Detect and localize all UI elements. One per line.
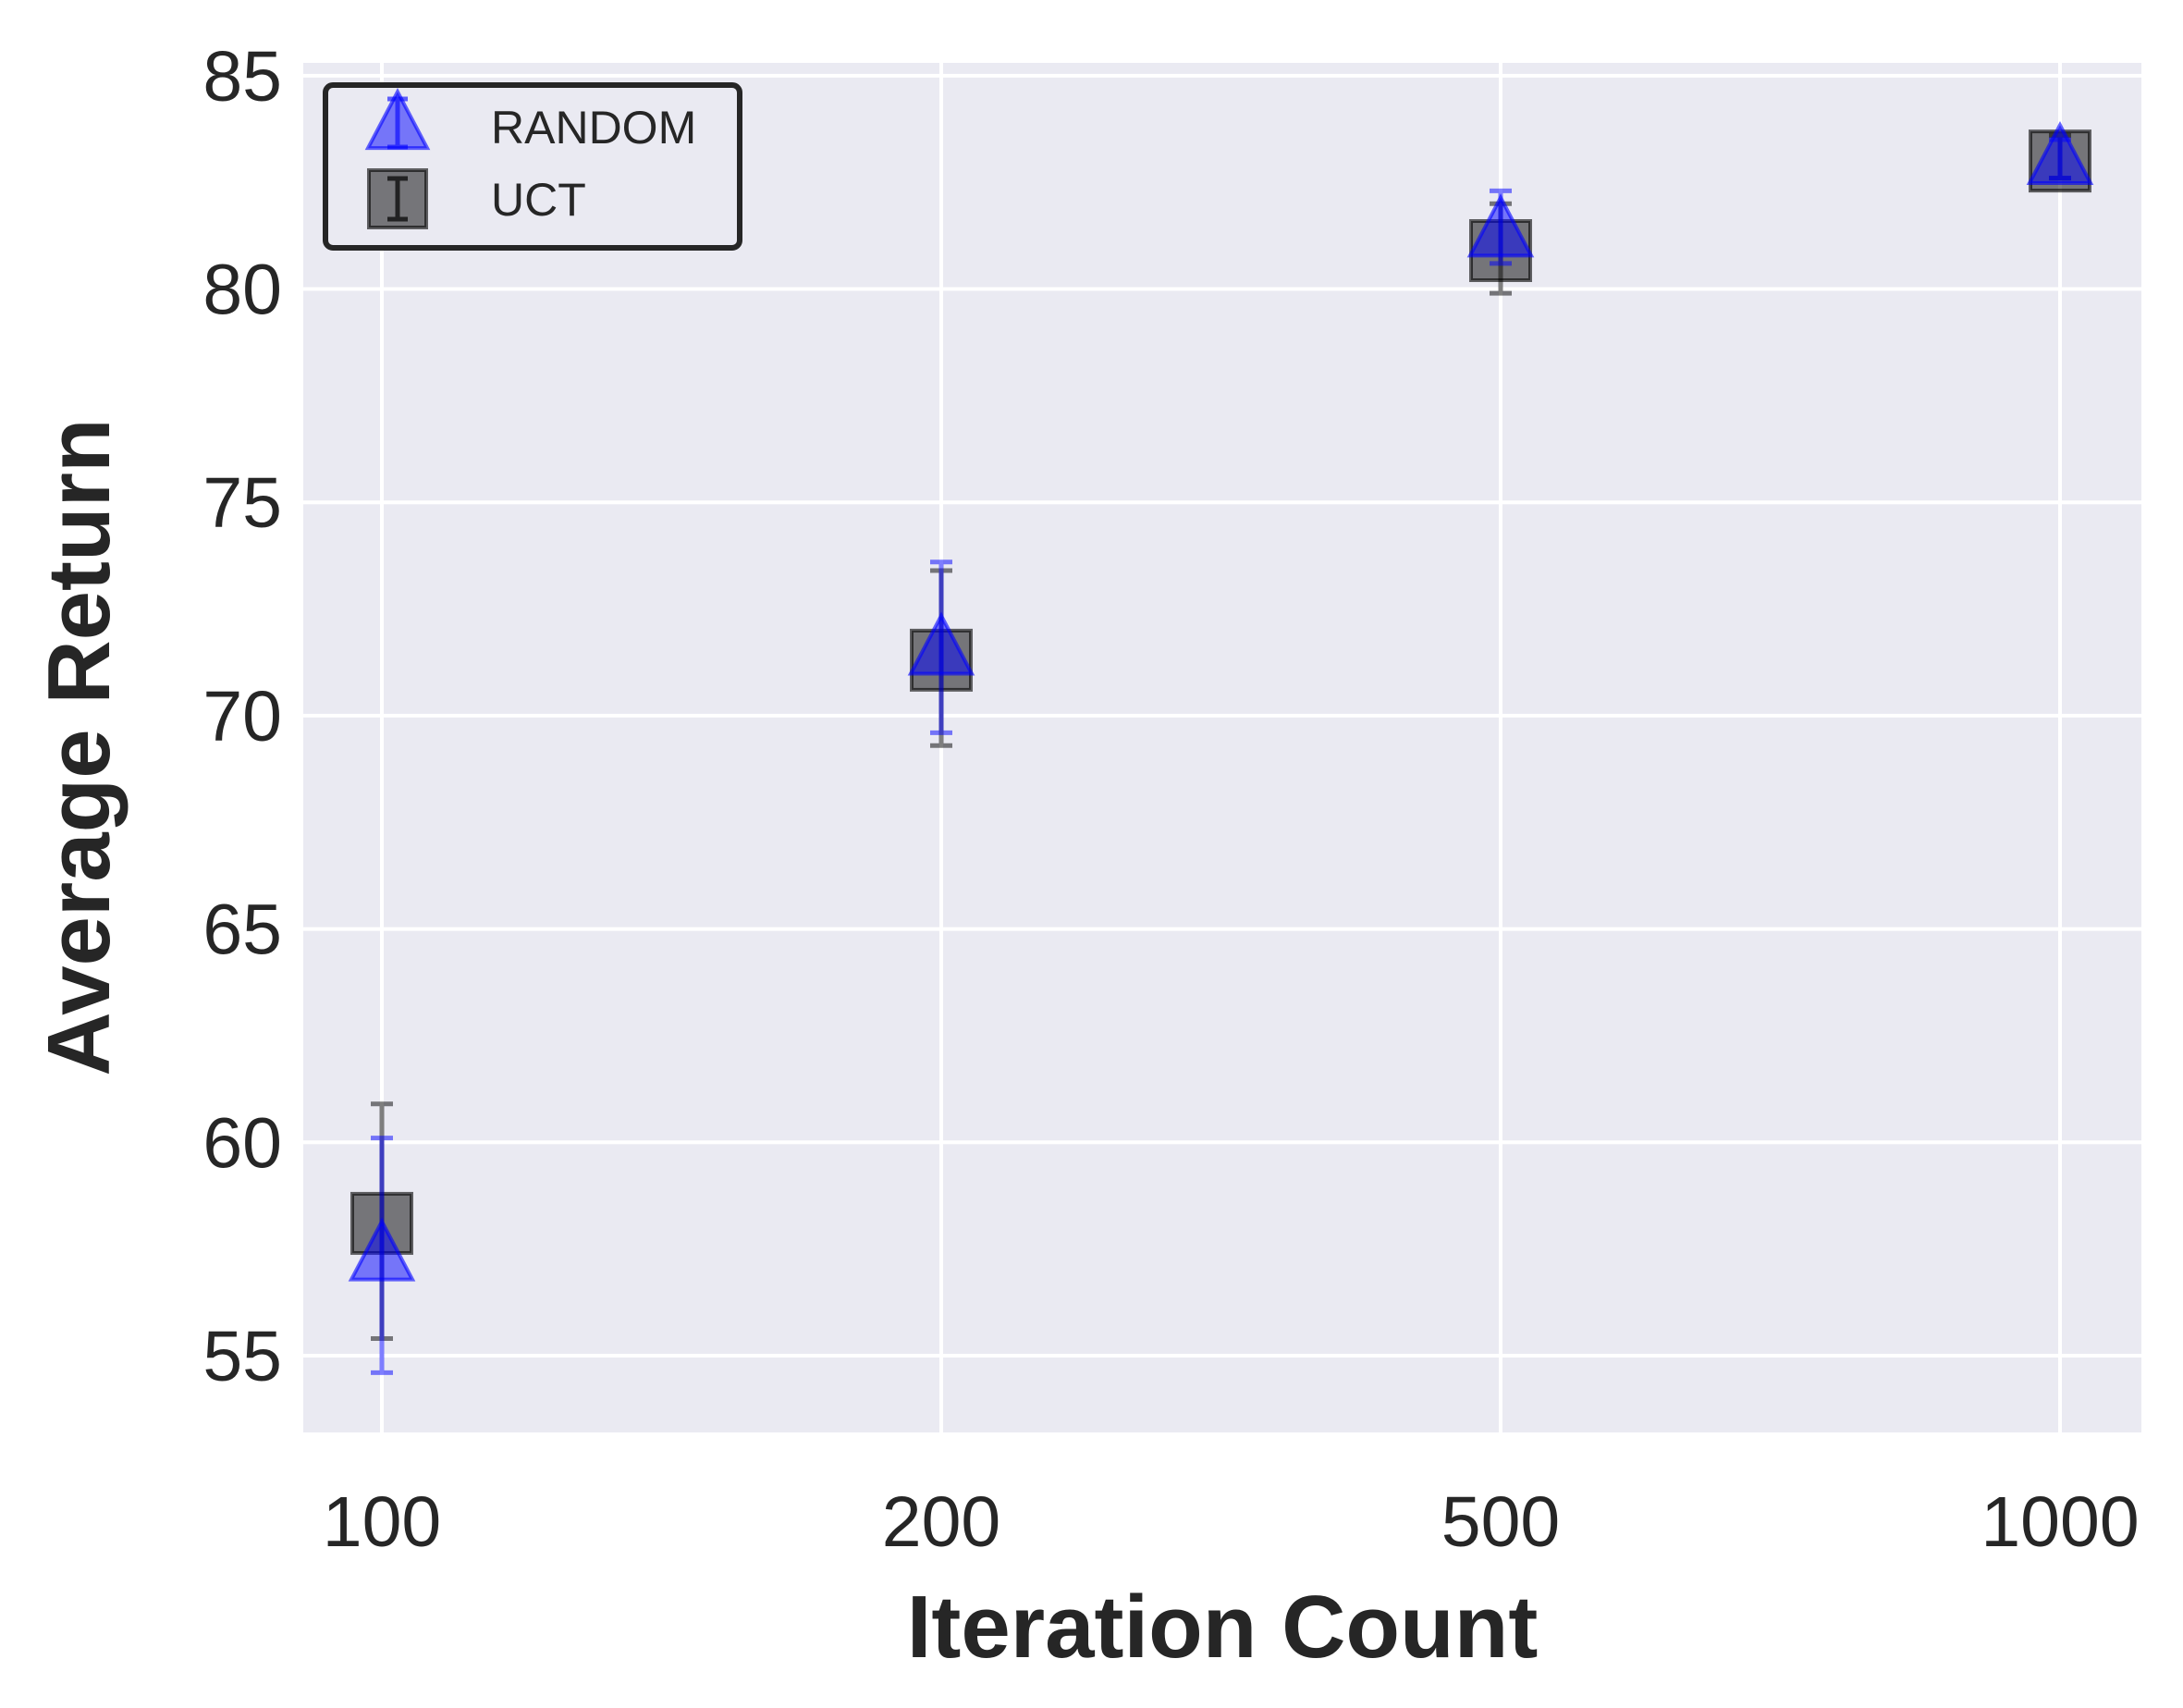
plot-area <box>303 63 2141 1432</box>
x-tick-label: 1000 <box>1981 1482 2139 1562</box>
x-tick-label: 200 <box>882 1482 1000 1562</box>
legend-items: RANDOM UCT <box>364 88 696 229</box>
y-tick-label: 75 <box>202 463 282 543</box>
y-tick-label: 60 <box>202 1103 282 1183</box>
data-marks <box>348 120 2094 1375</box>
y-tick-label: 55 <box>202 1317 282 1396</box>
legend: RANDOM UCT <box>323 82 742 251</box>
legend-errorbar-uct <box>387 176 408 222</box>
x-tick-label: 500 <box>1441 1482 1560 1562</box>
legend-label: RANDOM <box>491 102 696 154</box>
random-point <box>348 1217 416 1282</box>
grid <box>303 63 2141 1432</box>
legend-errorbar-random <box>387 96 408 150</box>
x-tick-label: 100 <box>323 1482 441 1562</box>
y-tick-label: 70 <box>202 677 282 756</box>
y-tick-label: 85 <box>202 37 282 117</box>
random-point <box>1466 193 1535 258</box>
y-tick-labels: 55 60 65 70 75 80 85 <box>202 37 282 1396</box>
y-tick-label: 65 <box>202 891 282 970</box>
x-axis-title: Iteration Count <box>907 1578 1539 1677</box>
y-tick-label: 80 <box>202 251 282 330</box>
legend-box <box>323 82 742 251</box>
random-point <box>2026 120 2094 185</box>
legend-label: UCT <box>491 174 586 226</box>
x-tick-labels: 100 200 500 1000 <box>323 1482 2140 1562</box>
y-axis-title: Average Return <box>30 418 129 1075</box>
random-point <box>907 611 975 676</box>
